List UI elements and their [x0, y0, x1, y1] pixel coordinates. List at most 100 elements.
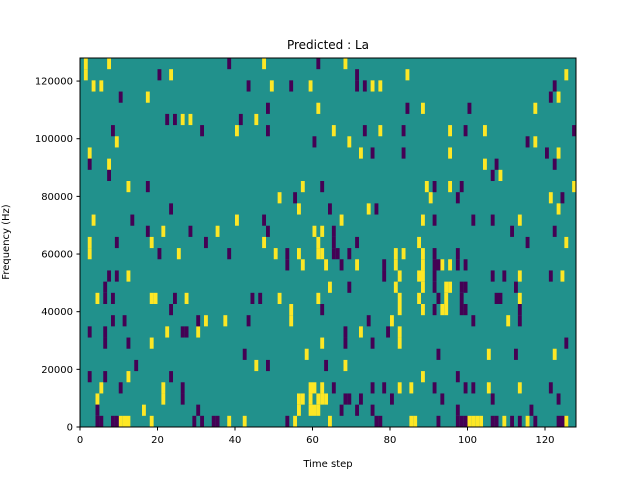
y-tick-label: 20000: [41, 365, 73, 376]
heatmap-cell-low: [436, 259, 441, 271]
heatmap-cell-high: [215, 225, 220, 237]
heatmap-cell-low: [455, 259, 460, 271]
heatmap-cell-low: [514, 281, 518, 293]
heatmap-cell-low: [386, 326, 391, 338]
heatmap-cell-low: [196, 315, 201, 327]
heatmap-cell-high: [126, 181, 131, 193]
heatmap-cell-high: [300, 181, 305, 193]
heatmap-cell-low: [459, 281, 464, 293]
heatmap-cell-low: [200, 415, 205, 427]
heatmap-cell-low: [517, 415, 522, 427]
heatmap-cell-low: [87, 371, 92, 383]
heatmap-cell-high: [87, 248, 92, 260]
heatmap-cell-high: [180, 113, 185, 126]
heatmap-cell-low: [87, 158, 92, 170]
heatmap-cell-high: [324, 259, 329, 271]
heatmap-cell-high: [126, 270, 131, 282]
heatmap-cell-low: [432, 304, 437, 316]
heatmap-cell-high: [444, 281, 449, 293]
heatmap-cell-low: [382, 270, 387, 282]
heatmap-cell-low: [490, 393, 495, 405]
heatmap-cell-high: [308, 80, 313, 92]
heatmap-cell-low: [204, 236, 208, 249]
heatmap-cell-high: [448, 281, 453, 293]
heatmap-cell-low: [316, 58, 321, 70]
heatmap-cell-low: [266, 125, 270, 137]
y-tick-label: 40000: [41, 307, 73, 318]
heatmap-cell-high: [91, 214, 96, 226]
heatmap-cell-high: [99, 80, 104, 92]
heatmap-cell-high: [142, 404, 146, 416]
heatmap-cell-high: [161, 382, 166, 394]
heatmap-cell-high: [87, 236, 92, 249]
heatmap-cell-high: [95, 393, 100, 405]
heatmap-cell-low: [184, 326, 189, 338]
heatmap-cell-low: [455, 404, 460, 416]
heatmap-cell-low: [157, 69, 162, 81]
heatmap-cell-high: [475, 415, 480, 427]
heatmap-cell-high: [502, 415, 507, 427]
heatmap-cell-high: [560, 270, 565, 282]
heatmap-cell-high: [165, 326, 170, 338]
heatmap-cell-high: [378, 80, 383, 92]
heatmap-cell-low: [169, 203, 174, 215]
heatmap-cell-low: [463, 281, 468, 293]
heatmap-cell-high: [262, 236, 267, 249]
heatmap-cell-low: [215, 415, 220, 427]
heatmap-cell-low: [455, 371, 460, 383]
heatmap-cell-high: [517, 214, 522, 226]
heatmap-cell-low: [87, 326, 92, 338]
heatmap-cell-low: [370, 382, 375, 394]
heatmap-cell-high: [316, 404, 321, 416]
heatmap-cell-high: [235, 214, 239, 226]
heatmap-cell-low: [490, 415, 495, 427]
y-tick-label: 0: [67, 423, 73, 434]
heatmap-cell-low: [343, 326, 348, 338]
heatmap-cell-high: [107, 158, 112, 170]
heatmap-cell-high: [397, 292, 402, 304]
heatmap-cell-high: [393, 248, 398, 260]
heatmap-cell-high: [126, 371, 131, 383]
heatmap-cell-high: [564, 236, 569, 249]
heatmap-cell-low: [463, 382, 468, 394]
heatmap-cell-low: [211, 415, 216, 427]
heatmap-cell-high: [277, 192, 282, 204]
heatmap-cell-high: [316, 248, 321, 260]
heatmap-cell-low: [529, 404, 534, 416]
heatmap-cell-high: [169, 69, 174, 81]
heatmap-cell-high: [91, 80, 96, 92]
heatmap-cell-high: [393, 259, 398, 271]
heatmap-cell-high: [448, 125, 453, 137]
heatmap-cell-high: [397, 326, 402, 338]
heatmap-cell-low: [196, 404, 201, 416]
heatmap-cell-high: [320, 382, 325, 394]
heatmap-cell-high: [421, 281, 425, 293]
heatmap-cell-high: [149, 337, 154, 349]
heatmap-cell-high: [122, 415, 127, 427]
heatmap-cell-low: [246, 80, 251, 92]
heatmap-cell-low: [285, 248, 290, 260]
heatmap-cell-low: [378, 415, 383, 427]
heatmap-cell-low: [145, 181, 150, 193]
heatmap-cell-low: [471, 382, 476, 394]
heatmap-cell-high: [370, 80, 375, 92]
heatmap-cell-high: [149, 292, 154, 304]
heatmap-cell-low: [533, 415, 538, 427]
heatmap-cell-low: [510, 225, 515, 237]
heatmap-cell-high: [401, 248, 406, 260]
heatmap-cell-high: [564, 415, 569, 427]
x-tick-label: 120: [535, 435, 554, 446]
heatmap-cell-low: [370, 337, 375, 349]
heatmap-cell-low: [463, 415, 468, 427]
x-tick-label: 80: [384, 435, 397, 446]
heatmap-cell-low: [312, 136, 317, 148]
heatmap-cell-low: [355, 404, 360, 416]
heatmap-cell-high: [320, 337, 325, 349]
heatmap-cell-low: [459, 292, 464, 304]
heatmap-cell-high: [390, 315, 394, 327]
heatmap-cell-high: [440, 304, 445, 316]
heatmap-cell-high: [83, 58, 88, 70]
heatmap-cell-low: [370, 404, 375, 416]
heatmap-cell-low: [459, 415, 464, 427]
heatmap-cell-low: [347, 393, 352, 405]
